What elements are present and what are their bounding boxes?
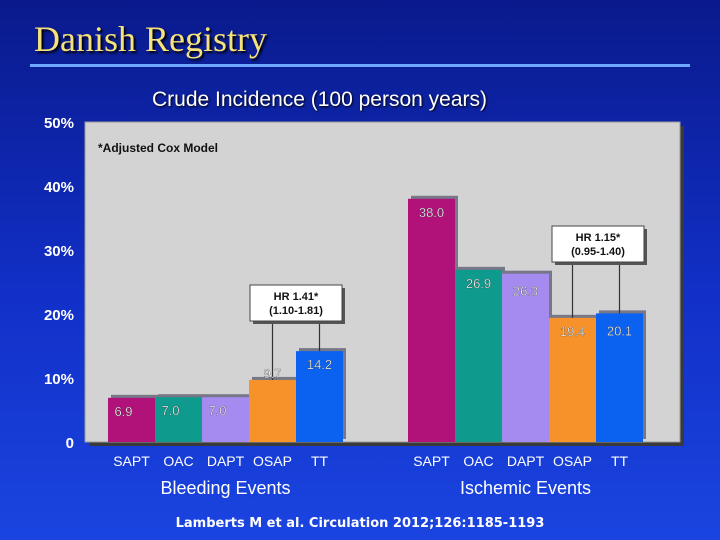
x-tick-label: SAPT xyxy=(113,453,150,469)
citation-footer: Lamberts M et al. Circulation 2012;126:1… xyxy=(175,516,545,531)
group-label: Ischemic Events xyxy=(460,478,591,498)
y-tick-label: 20% xyxy=(44,307,74,324)
bar-oac xyxy=(155,397,202,442)
y-tick-label: 0 xyxy=(66,435,74,452)
hr-ci: (0.95-1.40) xyxy=(571,246,625,258)
bar-osap xyxy=(549,317,596,442)
hr-annotation-ischemic: HR 1.15* (0.95-1.40) xyxy=(551,225,647,318)
x-tick-label: TT xyxy=(311,453,329,469)
bar-value-label: 20.1 xyxy=(607,323,632,338)
bar-sapt xyxy=(408,198,455,442)
hr-box xyxy=(249,284,343,322)
bar-value-label: 6.9 xyxy=(114,404,132,419)
bar-value-label: 7.0 xyxy=(161,403,179,418)
model-note: *Adjusted Cox Model xyxy=(98,141,218,155)
x-tick-label: TT xyxy=(611,453,629,469)
bar-osap xyxy=(249,379,296,442)
hr-value: HR 1.15* xyxy=(576,232,621,244)
bar-value-label: 38.0 xyxy=(419,205,444,220)
bar-value-label: 26.3 xyxy=(513,284,538,299)
chart-title: Crude Incidence (100 person years) xyxy=(152,88,488,111)
x-tick-label: DAPT xyxy=(507,453,545,469)
y-tick-label: 30% xyxy=(44,243,74,260)
slide-title: Danish Registry xyxy=(34,19,267,59)
hr-ci: (1.10-1.81) xyxy=(269,305,323,317)
x-tick-label: OAC xyxy=(463,453,493,469)
x-tick-label: DAPT xyxy=(207,453,245,469)
bar-value-label: 19.4 xyxy=(560,324,585,339)
y-tick-label: 10% xyxy=(44,371,74,388)
x-tick-label: OSAP xyxy=(553,453,592,469)
bar-oac xyxy=(455,269,502,442)
bar-sapt xyxy=(108,397,155,442)
x-tick-label: OSAP xyxy=(253,453,292,469)
title-divider xyxy=(30,64,690,67)
bar-tt xyxy=(596,313,643,442)
hr-box xyxy=(551,225,645,263)
hr-annotation-bleeding: HR 1.41* (1.10-1.81) xyxy=(249,284,345,380)
bar-dapt xyxy=(502,273,549,442)
bar-value-label: 7.0 xyxy=(208,403,226,418)
x-tick-label: SAPT xyxy=(413,453,450,469)
bar-dapt xyxy=(202,397,249,442)
bar-value-label: 9.7 xyxy=(263,366,281,381)
y-tick-label: 50% xyxy=(44,115,74,132)
group-label: Bleeding Events xyxy=(160,478,290,498)
hr-value: HR 1.41* xyxy=(274,291,319,303)
bar-tt xyxy=(296,351,343,442)
y-tick-label: 40% xyxy=(44,179,74,196)
bar-value-label: 26.9 xyxy=(466,276,491,291)
bar-value-label: 14.2 xyxy=(307,357,332,372)
x-tick-label: OAC xyxy=(163,453,193,469)
